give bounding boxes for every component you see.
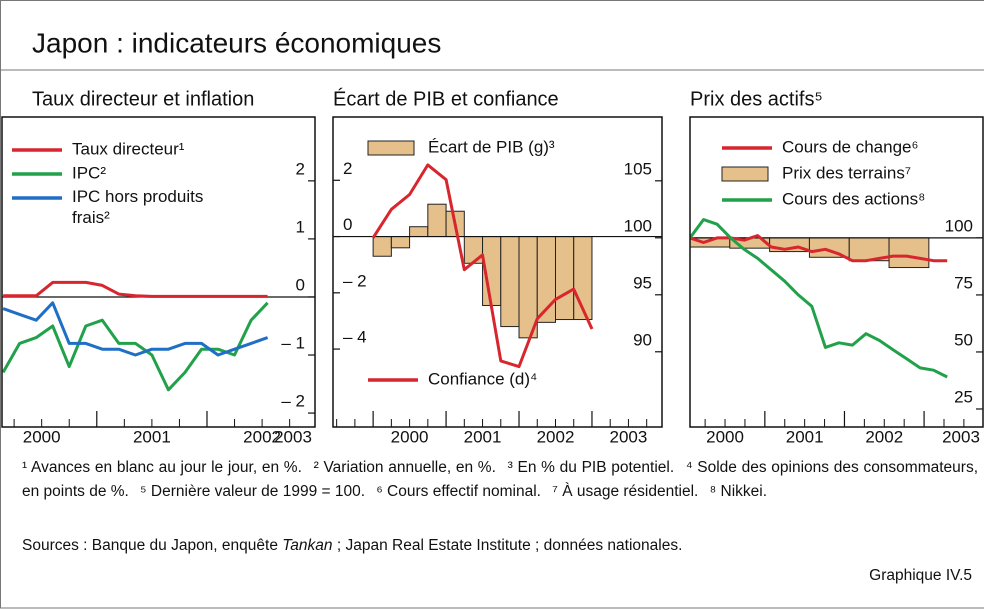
line xyxy=(2,301,269,357)
x-tick-label: 2002 xyxy=(865,427,903,446)
legend-label: Cours des actions⁸ xyxy=(782,189,925,208)
panel-frame xyxy=(332,116,663,428)
figure-title: Japon : indicateurs économiques xyxy=(32,27,441,58)
y-tick-label: – 4 xyxy=(343,328,367,347)
legend-label: Taux directeur¹ xyxy=(72,139,185,158)
y-tick-label: 105 xyxy=(624,159,652,178)
plot xyxy=(2,280,315,392)
bar xyxy=(372,236,392,257)
footnote: ⁶ Cours effectif nominal. xyxy=(376,483,541,500)
x-tick-label: 2002 xyxy=(243,427,281,446)
bar xyxy=(390,236,411,249)
legend-swatch xyxy=(721,166,769,182)
panel-title: Taux directeur et inflation xyxy=(32,88,254,110)
bar xyxy=(427,203,447,238)
y-tick-label: 25 xyxy=(954,387,973,406)
sources-italic: Tankan xyxy=(282,537,333,554)
x-tick-label: 2003 xyxy=(942,427,980,446)
panel-title: Écart de PIB et confiance xyxy=(333,87,559,110)
footnote: ⁷ À usage résidentiel. xyxy=(552,483,699,500)
bar xyxy=(409,226,429,238)
x-tick-label: 2003 xyxy=(274,427,312,446)
footnotes: ¹ Avances en blanc au jour le jour, en %… xyxy=(22,456,978,504)
footnote: ⁸ Nikkei. xyxy=(709,483,768,500)
legend-label: Cours de change⁶ xyxy=(782,137,918,156)
y-tick-label: 50 xyxy=(954,330,973,349)
y-tick-label: – 1 xyxy=(281,333,305,352)
x-tick-label: 2001 xyxy=(133,427,171,446)
bar xyxy=(888,237,930,269)
footnote: ³ En % du PIB potentiel. xyxy=(507,459,675,476)
legend-swatch xyxy=(367,140,415,156)
line xyxy=(371,163,594,369)
legend-label: Confiance (d)⁴ xyxy=(428,369,537,388)
footnote: ¹ Avances en blanc au jour le jour, en %… xyxy=(22,459,302,476)
sources: Sources : Banque du Japon, enquête Tanka… xyxy=(22,537,682,555)
plot xyxy=(690,218,983,379)
line xyxy=(3,280,268,298)
y-tick-label: 2 xyxy=(343,159,352,178)
figure-label: Graphique IV.5 xyxy=(869,567,972,584)
plot xyxy=(333,163,662,369)
panel-frame xyxy=(1,116,316,428)
x-tick-label: 2000 xyxy=(23,427,61,446)
y-tick-label: – 2 xyxy=(281,392,305,411)
y-tick-label: 1 xyxy=(296,217,305,236)
y-tick-label: 2 xyxy=(296,159,305,178)
sources-text: ; Japan Real Estate Institute ; données … xyxy=(332,537,683,554)
y-tick-label: 100 xyxy=(624,216,652,235)
y-tick-label: 100 xyxy=(945,216,973,235)
x-tick-label: 2003 xyxy=(610,427,648,446)
y-tick-label: 0 xyxy=(296,275,305,294)
legend-label: Écart de PIB (g)³ xyxy=(428,137,555,156)
y-tick-label: 0 xyxy=(343,215,352,234)
bar xyxy=(554,236,575,321)
bar xyxy=(463,236,484,264)
line xyxy=(2,301,269,392)
x-tick-label: 2000 xyxy=(391,427,429,446)
y-tick-label: – 2 xyxy=(343,271,367,290)
footnote: ⁵ Dernière valeur de 1999 = 100. xyxy=(140,483,366,500)
bar xyxy=(808,237,850,258)
x-tick-label: 2001 xyxy=(786,427,824,446)
sources-text: Sources : Banque du Japon, enquête xyxy=(22,537,283,554)
bar xyxy=(500,236,520,328)
panel-title: Prix des actifs⁵ xyxy=(690,88,823,110)
line xyxy=(690,218,948,379)
panel-frame xyxy=(689,116,984,428)
y-tick-label: 75 xyxy=(954,273,973,292)
legend-label: IPC² xyxy=(72,163,106,182)
y-tick-label: 90 xyxy=(633,330,652,349)
legend-label: IPC hors produits frais² xyxy=(72,187,203,227)
x-tick-label: 2001 xyxy=(464,427,502,446)
footnote: ² Variation annuelle, en %. xyxy=(313,459,496,476)
x-tick-label: 2000 xyxy=(706,427,744,446)
y-tick-label: 95 xyxy=(633,273,652,292)
footnote: ⁴ Solde des opinions des consommateurs, … xyxy=(22,459,979,500)
legend-label: Prix des terrains⁷ xyxy=(782,163,911,182)
x-tick-label: 2002 xyxy=(537,427,575,446)
